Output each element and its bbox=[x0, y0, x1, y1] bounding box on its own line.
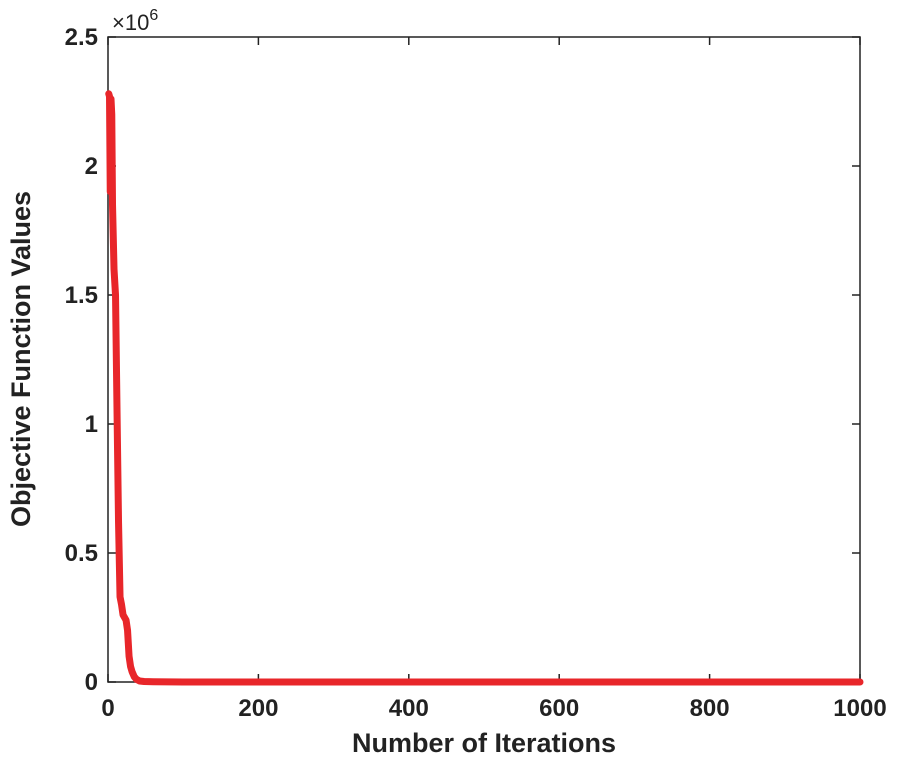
x-tick-label: 0 bbox=[101, 695, 114, 722]
multiplier-base: ×10 bbox=[112, 10, 149, 35]
y-axis-label: Objective Function Values bbox=[6, 191, 36, 527]
x-axis-label: Number of Iterations bbox=[352, 728, 616, 758]
y-tick-label: 1 bbox=[85, 411, 98, 438]
x-tick-label: 200 bbox=[238, 695, 278, 722]
x-tick-label: 800 bbox=[690, 695, 730, 722]
y-tick-label: 2.5 bbox=[65, 24, 98, 51]
y-multiplier: ×106 bbox=[112, 7, 158, 35]
y-tick-label: 1.5 bbox=[65, 282, 98, 309]
x-tick-label: 1000 bbox=[833, 695, 886, 722]
data-line bbox=[105, 90, 864, 686]
y-tick-label: 0.5 bbox=[65, 540, 98, 567]
x-tick-label: 400 bbox=[389, 695, 429, 722]
plot-frame bbox=[107, 36, 861, 683]
x-tick-label: 600 bbox=[539, 695, 579, 722]
y-tick-label: 0 bbox=[85, 669, 98, 696]
multiplier-exponent: 6 bbox=[149, 7, 158, 24]
y-tick-label: 2 bbox=[85, 153, 98, 180]
